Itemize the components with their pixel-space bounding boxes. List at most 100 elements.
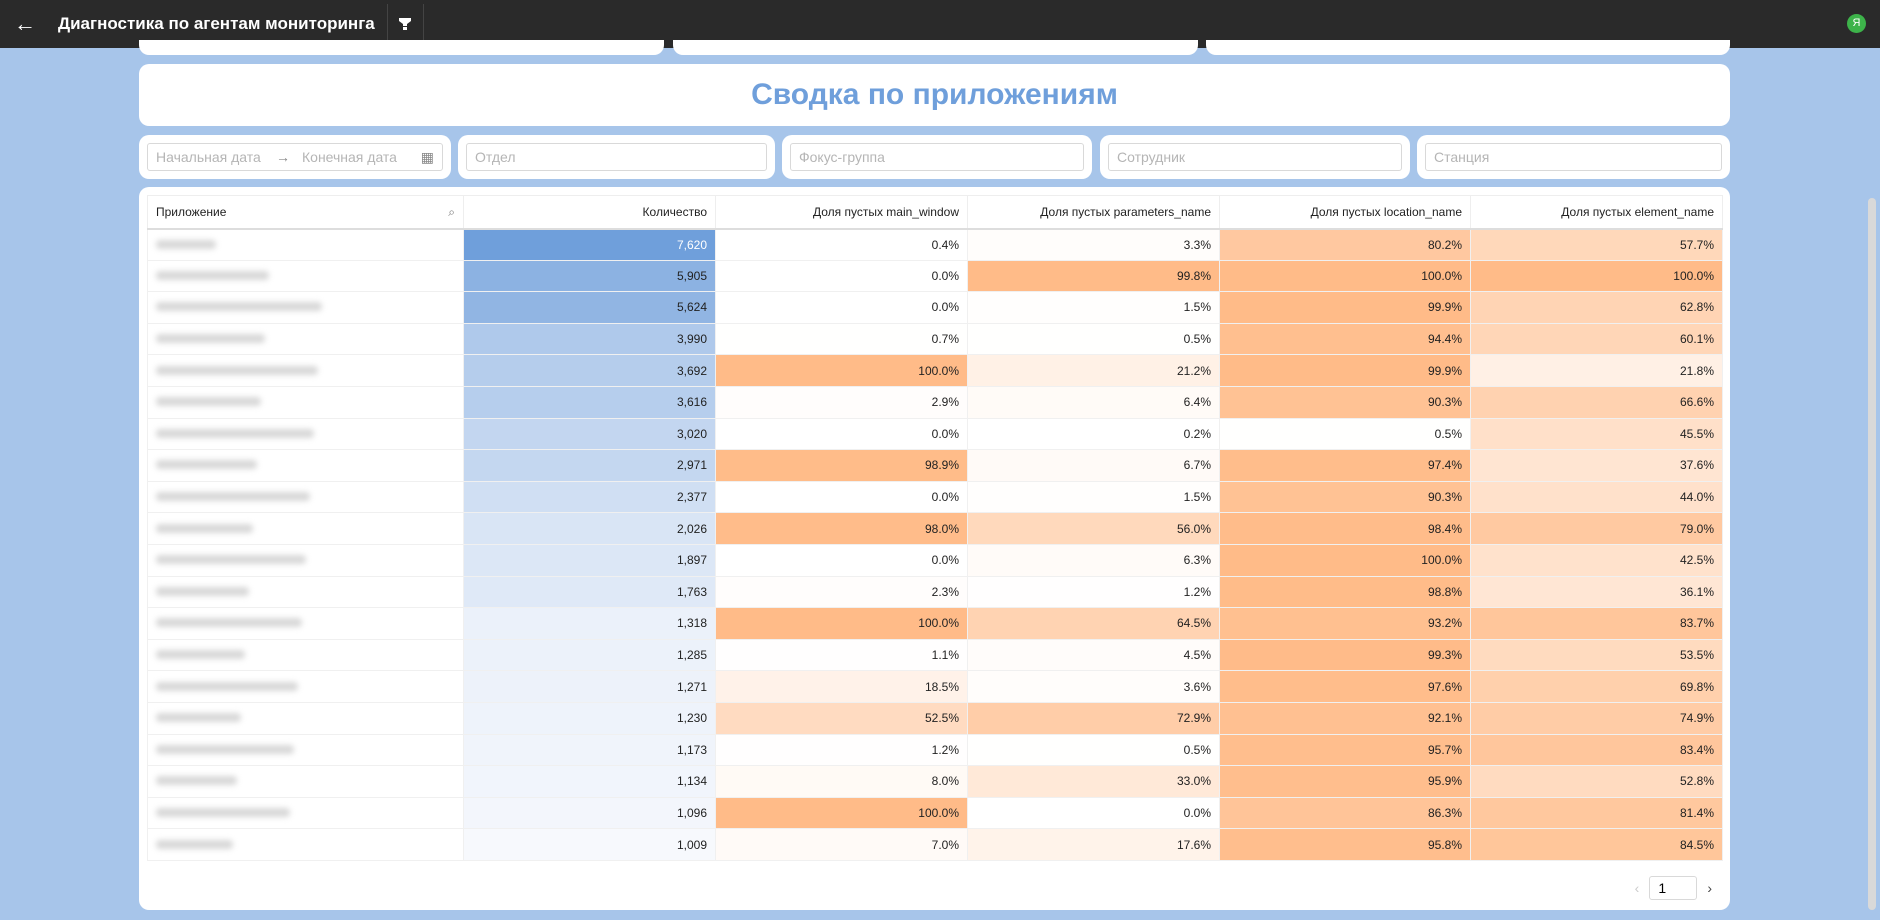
blurred-app-name [156, 492, 310, 502]
table-row[interactable]: 1,173 1.2% 0.5% 95.7% 83.4% [147, 733, 1723, 767]
blurred-app-name [156, 302, 322, 312]
app-name-cell[interactable] [147, 385, 464, 419]
column-header[interactable]: Доля пустых parameters_name [967, 195, 1220, 230]
percent-cell: 100.0% [715, 607, 968, 640]
app-name-cell[interactable] [147, 512, 464, 545]
app-name-cell[interactable] [147, 575, 464, 609]
percent-cell: 0.4% [715, 228, 968, 261]
table-row[interactable]: 3,616 2.9% 6.4% 90.3% 66.6% [147, 385, 1723, 419]
next-page-icon[interactable]: › [1707, 880, 1712, 896]
column-header[interactable]: Количество [463, 195, 716, 230]
app-name-cell[interactable] [147, 733, 464, 767]
percent-cell: 0.0% [715, 259, 968, 293]
percent-cell: 1.5% [967, 291, 1220, 324]
percent-cell: 0.0% [967, 796, 1220, 830]
table-row[interactable]: 1,230 52.5% 72.9% 92.1% 74.9% [147, 701, 1723, 735]
station-select[interactable]: Станция [1425, 143, 1722, 171]
percent-cell: 84.5% [1470, 828, 1723, 861]
page-input[interactable]: 1 [1649, 876, 1698, 900]
table-row[interactable]: 5,905 0.0% 99.8% 100.0% 100.0% [147, 259, 1723, 293]
percent-cell: 81.4% [1470, 796, 1723, 830]
filter-icon[interactable] [388, 4, 424, 44]
table-row[interactable]: 1,285 1.1% 4.5% 99.3% 53.5% [147, 638, 1723, 672]
app-name-cell[interactable] [147, 291, 464, 324]
app-name-cell[interactable] [147, 828, 464, 861]
app-name-cell[interactable] [147, 417, 464, 451]
table-row[interactable]: 1,318 100.0% 64.5% 93.2% 83.7% [147, 607, 1723, 640]
table-row[interactable]: 2,377 0.0% 1.5% 90.3% 44.0% [147, 480, 1723, 514]
column-header[interactable]: Доля пустых main_window [715, 195, 968, 230]
count-cell: 1,134 [463, 765, 716, 798]
percent-cell: 0.7% [715, 322, 968, 356]
percent-cell: 17.6% [967, 828, 1220, 861]
card-stub [673, 40, 1198, 55]
column-header[interactable]: Приложение ⌕ [147, 195, 464, 230]
percent-cell: 44.0% [1470, 480, 1723, 514]
table-row[interactable]: 1,096 100.0% 0.0% 86.3% 81.4% [147, 796, 1723, 830]
count-cell: 1,897 [463, 543, 716, 577]
app-name-cell[interactable] [147, 543, 464, 577]
app-name-cell[interactable] [147, 638, 464, 672]
percent-cell: 97.4% [1219, 449, 1471, 482]
percent-cell: 98.8% [1219, 575, 1471, 609]
percent-cell: 60.1% [1470, 322, 1723, 356]
app-name-cell[interactable] [147, 449, 464, 482]
column-header-label: Количество [642, 204, 707, 219]
table-row[interactable]: 1,009 7.0% 17.6% 95.8% 84.5% [147, 828, 1723, 861]
app-name-cell[interactable] [147, 322, 464, 356]
table-row[interactable]: 7,620 0.4% 3.3% 80.2% 57.7% [147, 228, 1723, 261]
count-cell: 1,318 [463, 607, 716, 640]
blurred-app-name [156, 618, 302, 628]
avatar[interactable]: Я [1847, 14, 1866, 33]
pagination: ‹ 1 › [1635, 876, 1712, 900]
percent-cell: 4.5% [967, 638, 1220, 672]
start-date-input[interactable]: Начальная дата [156, 149, 261, 165]
prev-page-icon[interactable]: ‹ [1634, 880, 1640, 896]
back-arrow-icon[interactable]: ← [14, 11, 36, 36]
table-row[interactable]: 3,020 0.0% 0.2% 0.5% 45.5% [147, 417, 1723, 451]
table-row[interactable]: 3,990 0.7% 0.5% 94.4% 60.1% [147, 322, 1723, 356]
table-row[interactable]: 3,692 100.0% 21.2% 99.9% 21.8% [147, 354, 1723, 387]
app-name-cell[interactable] [147, 670, 464, 703]
blurred-app-name [156, 428, 314, 438]
percent-cell: 3.6% [967, 670, 1220, 703]
app-name-cell[interactable] [147, 765, 464, 798]
count-cell: 2,026 [463, 512, 716, 545]
percent-cell: 74.9% [1470, 701, 1723, 735]
app-name-cell[interactable] [147, 701, 464, 735]
percent-cell: 72.9% [967, 701, 1220, 735]
column-header[interactable]: Доля пустых location_name [1219, 195, 1471, 230]
employee-select[interactable]: Сотрудник [1108, 143, 1402, 171]
count-cell: 2,971 [463, 449, 716, 482]
app-name-cell[interactable] [147, 480, 464, 514]
percent-cell: 18.5% [715, 670, 968, 703]
blurred-app-name [156, 270, 269, 280]
table-row[interactable]: 1,271 18.5% 3.6% 97.6% 69.8% [147, 670, 1723, 703]
table-row[interactable]: 1,134 8.0% 33.0% 95.9% 52.8% [147, 765, 1723, 798]
employee-card: Сотрудник [1100, 135, 1410, 179]
table-row[interactable]: 5,624 0.0% 1.5% 99.9% 62.8% [147, 291, 1723, 324]
app-name-cell[interactable] [147, 259, 464, 293]
search-icon[interactable]: ⌕ [448, 205, 455, 219]
blurred-app-name [156, 650, 245, 660]
app-name-cell[interactable] [147, 607, 464, 640]
blurred-app-name [156, 839, 233, 849]
table-row[interactable]: 2,026 98.0% 56.0% 98.4% 79.0% [147, 512, 1723, 545]
blurred-app-name [156, 776, 237, 786]
percent-cell: 95.7% [1219, 733, 1471, 767]
table-row[interactable]: 2,971 98.9% 6.7% 97.4% 37.6% [147, 449, 1723, 482]
date-range-picker[interactable]: Начальная дата → Конечная дата ▦ [147, 143, 443, 171]
blurred-app-name [156, 239, 216, 249]
app-name-cell[interactable] [147, 796, 464, 830]
table-row[interactable]: 1,897 0.0% 6.3% 100.0% 42.5% [147, 543, 1723, 577]
focus-group-select[interactable]: Фокус-группа [790, 143, 1084, 171]
scrollbar[interactable] [1868, 198, 1876, 910]
app-name-cell[interactable] [147, 228, 464, 261]
calendar-icon[interactable]: ▦ [420, 149, 434, 165]
table-row[interactable]: 1,763 2.3% 1.2% 98.8% 36.1% [147, 575, 1723, 609]
percent-cell: 7.0% [715, 828, 968, 861]
end-date-input[interactable]: Конечная дата [302, 149, 397, 165]
app-name-cell[interactable] [147, 354, 464, 387]
department-select[interactable]: Отдел [466, 143, 767, 171]
column-header[interactable]: Доля пустых element_name [1470, 195, 1723, 230]
